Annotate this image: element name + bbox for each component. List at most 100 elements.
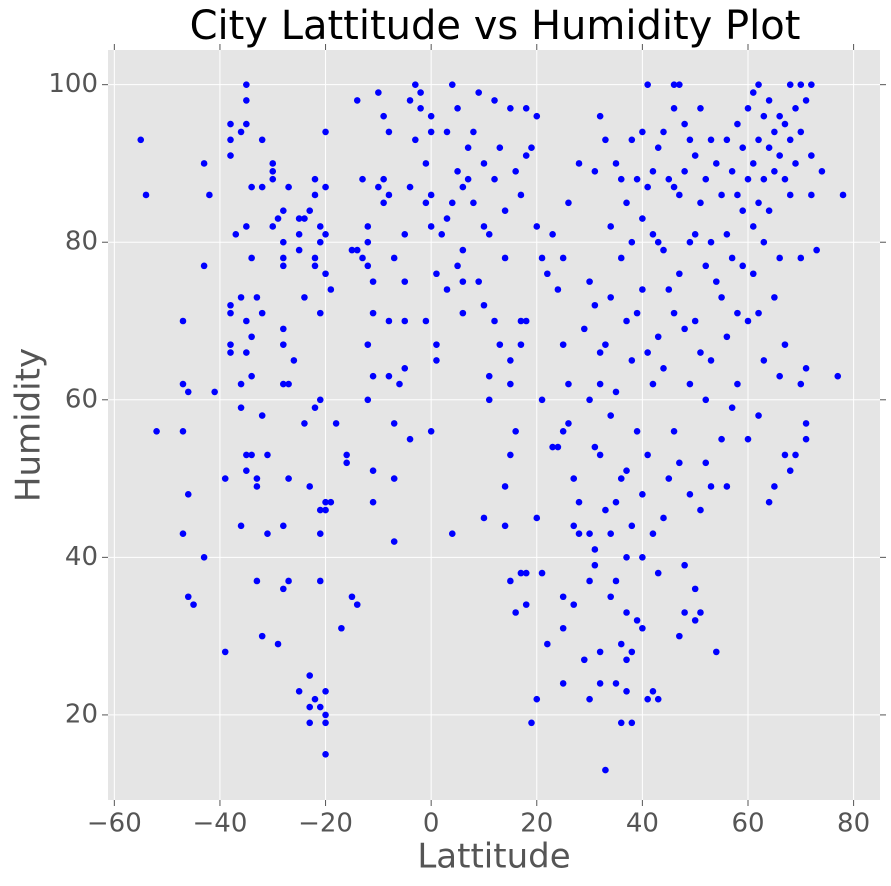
point <box>522 317 530 325</box>
point <box>243 317 250 325</box>
point <box>713 160 720 167</box>
point <box>649 168 657 175</box>
point <box>628 238 636 246</box>
point <box>443 286 451 293</box>
point <box>818 168 826 175</box>
point <box>501 254 509 262</box>
point <box>676 459 683 467</box>
point <box>380 199 387 207</box>
point <box>691 231 699 238</box>
point <box>760 357 768 364</box>
point <box>596 648 604 656</box>
point <box>311 404 319 411</box>
point <box>496 144 504 151</box>
point <box>802 364 810 372</box>
point <box>390 420 398 427</box>
point <box>623 609 630 616</box>
point <box>644 695 651 703</box>
point <box>660 514 667 522</box>
point <box>723 231 731 238</box>
point <box>839 191 847 199</box>
point <box>401 364 409 372</box>
point <box>718 191 725 199</box>
point <box>765 144 773 151</box>
point <box>507 451 514 459</box>
point <box>369 467 377 474</box>
point <box>454 262 461 270</box>
point <box>649 380 657 388</box>
point <box>280 238 287 246</box>
point <box>206 191 213 199</box>
point <box>755 199 762 207</box>
point <box>364 223 372 230</box>
point <box>670 104 678 112</box>
point <box>559 428 567 435</box>
point <box>316 223 324 230</box>
point <box>739 262 747 270</box>
point <box>639 215 646 222</box>
point <box>243 467 250 474</box>
point <box>639 624 646 632</box>
point <box>834 372 842 380</box>
point <box>258 136 266 144</box>
point <box>385 128 393 136</box>
point <box>686 136 694 144</box>
point <box>559 254 567 262</box>
point <box>676 81 683 88</box>
point <box>633 428 641 435</box>
y-tick-label: 20 <box>65 699 98 729</box>
point <box>596 680 604 687</box>
point <box>422 160 430 167</box>
point <box>649 231 657 238</box>
point <box>744 104 752 112</box>
point <box>755 136 762 144</box>
point <box>401 231 409 238</box>
point <box>676 632 683 640</box>
point <box>517 317 525 325</box>
point <box>633 617 641 624</box>
point <box>575 160 583 167</box>
point <box>470 128 477 136</box>
point <box>697 506 704 514</box>
point <box>654 144 662 151</box>
point <box>559 341 567 348</box>
point <box>591 546 599 553</box>
point <box>153 428 160 435</box>
point <box>322 128 329 136</box>
point <box>258 309 266 317</box>
point <box>258 183 266 191</box>
point <box>322 506 329 514</box>
point <box>649 687 657 695</box>
point <box>512 168 519 175</box>
point <box>501 207 509 215</box>
point <box>433 341 440 348</box>
point <box>607 223 614 230</box>
point <box>137 136 145 144</box>
point <box>306 207 314 215</box>
point <box>369 498 377 506</box>
point <box>190 601 197 608</box>
point <box>280 207 287 215</box>
point <box>274 640 282 648</box>
point <box>375 183 382 191</box>
point <box>427 223 435 230</box>
point <box>670 309 678 317</box>
point <box>301 420 308 427</box>
point <box>628 357 636 364</box>
point <box>749 223 757 230</box>
point <box>274 215 282 222</box>
point <box>311 191 319 199</box>
point <box>623 656 630 664</box>
point <box>612 160 620 167</box>
point <box>491 175 498 183</box>
point <box>686 380 694 388</box>
point <box>364 238 372 246</box>
point <box>755 309 762 317</box>
point <box>575 530 583 538</box>
point <box>285 380 292 388</box>
point <box>660 128 667 136</box>
point <box>570 475 578 482</box>
point <box>623 687 630 695</box>
point <box>243 223 250 230</box>
point <box>786 191 794 199</box>
